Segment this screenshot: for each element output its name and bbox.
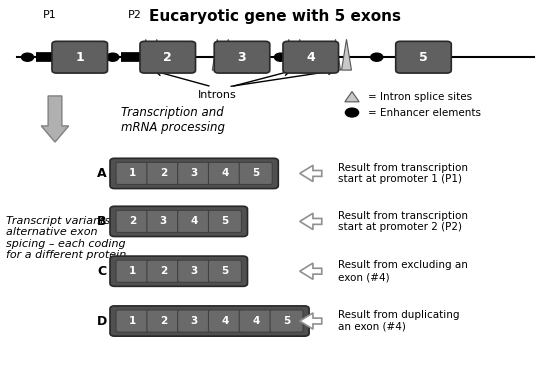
Polygon shape	[41, 96, 69, 142]
Text: 2: 2	[163, 51, 172, 64]
FancyBboxPatch shape	[147, 162, 180, 184]
Polygon shape	[223, 39, 233, 70]
Text: 5: 5	[283, 316, 290, 326]
Polygon shape	[300, 213, 322, 230]
FancyBboxPatch shape	[147, 310, 180, 332]
Circle shape	[345, 108, 359, 117]
FancyBboxPatch shape	[208, 260, 241, 282]
FancyBboxPatch shape	[116, 162, 149, 184]
Text: Result from transcription
start at promoter 1 (P1): Result from transcription start at promo…	[338, 163, 468, 184]
Polygon shape	[141, 39, 151, 70]
Text: 1: 1	[129, 168, 136, 179]
FancyBboxPatch shape	[208, 310, 241, 332]
Text: B: B	[97, 215, 107, 228]
Text: 3: 3	[160, 216, 167, 227]
FancyBboxPatch shape	[110, 306, 309, 336]
Text: 3: 3	[190, 168, 198, 179]
Text: 1: 1	[129, 266, 136, 276]
Circle shape	[274, 53, 287, 61]
FancyBboxPatch shape	[140, 41, 196, 73]
Text: 1: 1	[75, 51, 84, 64]
Text: Result from duplicating
an exon (#4): Result from duplicating an exon (#4)	[338, 310, 460, 332]
FancyBboxPatch shape	[52, 41, 107, 73]
FancyBboxPatch shape	[178, 260, 211, 282]
FancyBboxPatch shape	[214, 41, 270, 73]
Polygon shape	[284, 39, 294, 70]
Text: 5: 5	[221, 216, 229, 227]
Polygon shape	[342, 39, 351, 70]
Text: 4: 4	[221, 168, 229, 179]
Text: P1: P1	[43, 10, 56, 20]
Text: Introns: Introns	[198, 90, 236, 100]
Text: 2: 2	[160, 168, 167, 179]
FancyBboxPatch shape	[208, 210, 241, 232]
Text: 3: 3	[190, 266, 198, 276]
FancyBboxPatch shape	[208, 162, 241, 184]
Text: 3: 3	[190, 316, 198, 326]
FancyBboxPatch shape	[116, 310, 149, 332]
Polygon shape	[345, 92, 359, 102]
FancyBboxPatch shape	[178, 310, 211, 332]
Polygon shape	[295, 39, 305, 70]
Text: P2: P2	[128, 10, 142, 20]
Text: 2: 2	[160, 266, 167, 276]
Text: Eucaryotic gene with 5 exons: Eucaryotic gene with 5 exons	[149, 9, 401, 24]
Text: 5: 5	[221, 266, 229, 276]
FancyBboxPatch shape	[270, 310, 303, 332]
Text: 4: 4	[306, 51, 315, 64]
FancyBboxPatch shape	[147, 260, 180, 282]
Circle shape	[107, 53, 119, 61]
Text: 4: 4	[190, 216, 198, 227]
Polygon shape	[300, 263, 322, 279]
FancyBboxPatch shape	[147, 210, 180, 232]
FancyBboxPatch shape	[239, 310, 272, 332]
FancyBboxPatch shape	[283, 41, 338, 73]
Circle shape	[371, 53, 383, 61]
FancyBboxPatch shape	[116, 210, 149, 232]
FancyBboxPatch shape	[110, 206, 248, 237]
FancyBboxPatch shape	[110, 158, 278, 189]
Text: C: C	[97, 265, 106, 278]
Text: 5: 5	[419, 51, 428, 64]
Text: 2: 2	[129, 216, 136, 227]
Polygon shape	[300, 313, 322, 329]
Text: 5: 5	[252, 168, 260, 179]
FancyBboxPatch shape	[116, 260, 149, 282]
FancyBboxPatch shape	[239, 162, 272, 184]
Text: D: D	[97, 314, 107, 328]
Text: = Intron splice sites: = Intron splice sites	[368, 92, 472, 102]
Polygon shape	[331, 39, 340, 70]
Text: 2: 2	[160, 316, 167, 326]
FancyBboxPatch shape	[396, 41, 451, 73]
Text: 4: 4	[252, 316, 260, 326]
FancyBboxPatch shape	[178, 162, 211, 184]
Polygon shape	[212, 39, 222, 70]
Text: 3: 3	[238, 51, 246, 64]
Text: Transcript variants via
alternative exon
spicing – each coding
for a different p: Transcript variants via alternative exon…	[6, 215, 130, 261]
Text: A: A	[97, 167, 107, 180]
FancyBboxPatch shape	[178, 210, 211, 232]
Text: Result from excluding an
exon (#4): Result from excluding an exon (#4)	[338, 261, 468, 282]
Polygon shape	[300, 165, 322, 182]
Polygon shape	[152, 39, 162, 70]
Text: = Enhancer elements: = Enhancer elements	[368, 107, 481, 118]
Text: Result from transcription
start at promoter 2 (P2): Result from transcription start at promo…	[338, 211, 468, 232]
FancyBboxPatch shape	[110, 256, 248, 286]
Text: 4: 4	[221, 316, 229, 326]
Circle shape	[21, 53, 34, 61]
Text: 1: 1	[129, 316, 136, 326]
Text: Transcription and
mRNA processing: Transcription and mRNA processing	[121, 106, 225, 134]
